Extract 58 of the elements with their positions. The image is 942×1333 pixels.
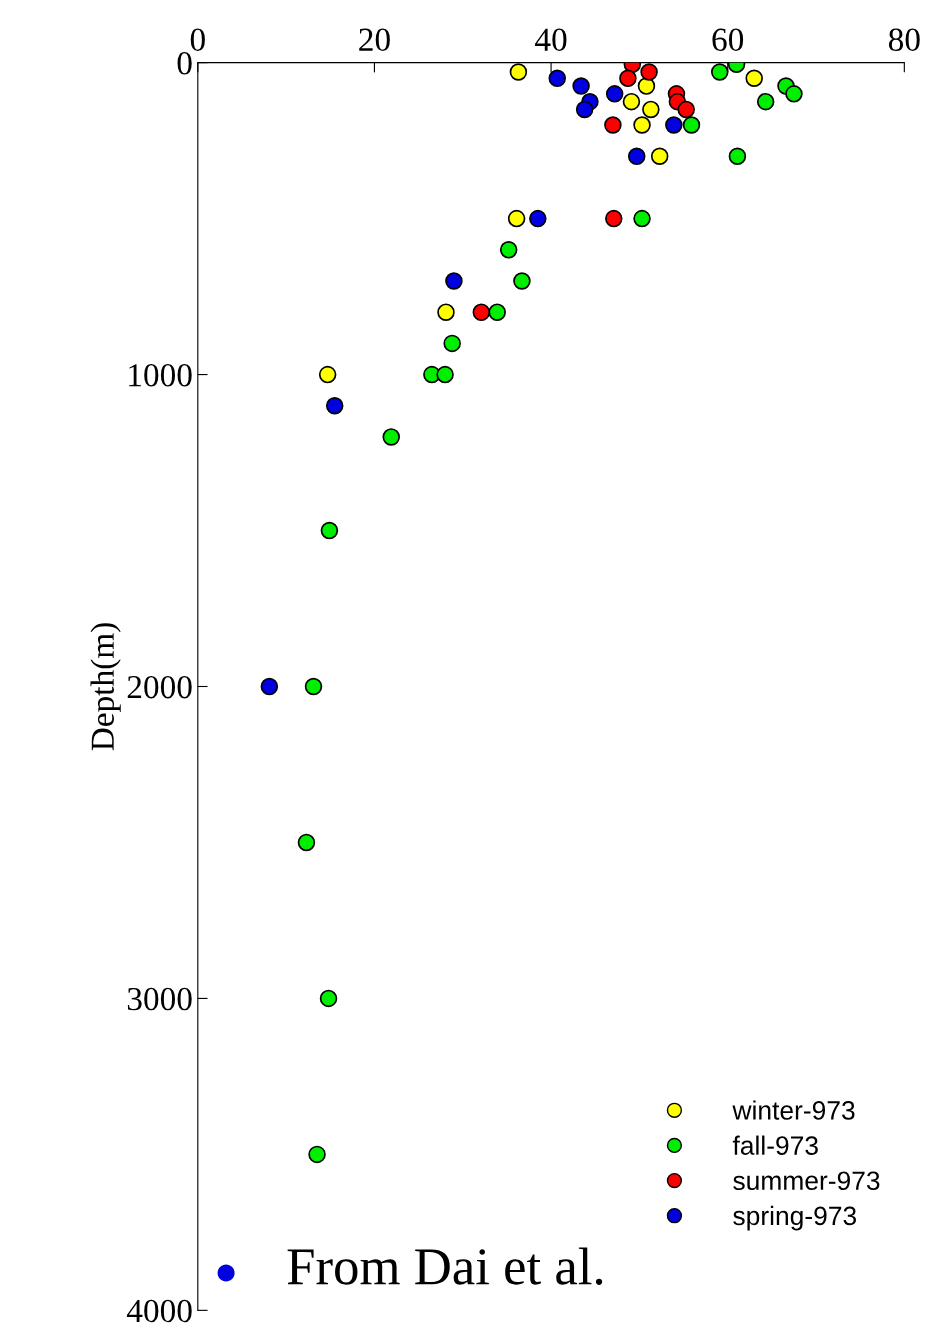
- point: [785, 85, 803, 103]
- point: [622, 92, 641, 111]
- point: [308, 1145, 326, 1164]
- point: [619, 69, 637, 87]
- point: [637, 77, 656, 95]
- point: [260, 677, 279, 696]
- point: [445, 272, 463, 290]
- y-axis-title: Depth(m): [90, 623, 121, 751]
- point: [443, 334, 461, 353]
- point: [640, 63, 658, 81]
- point: [319, 989, 338, 1008]
- point: [507, 209, 526, 228]
- point: [605, 85, 624, 103]
- point: [509, 63, 528, 81]
- legend-label: spring-973: [733, 1205, 856, 1231]
- point: [710, 63, 729, 81]
- point: [650, 147, 669, 165]
- point: [677, 100, 695, 119]
- point: [642, 100, 660, 119]
- y-tick-label: 3000: [127, 987, 192, 1011]
- y-tick-label: 1000: [129, 363, 192, 387]
- point: [745, 69, 763, 87]
- point: [633, 116, 651, 134]
- point: [728, 147, 747, 165]
- point: [572, 77, 590, 95]
- point: [436, 365, 454, 384]
- legend-label: summer-973: [733, 1171, 880, 1191]
- legend-label: fall-973: [732, 1135, 818, 1155]
- point: [318, 365, 337, 384]
- point: [605, 209, 623, 228]
- point: [488, 303, 506, 321]
- point: [665, 116, 683, 134]
- point: [627, 147, 646, 165]
- point: [575, 100, 594, 119]
- x-tick-label: 40: [535, 28, 567, 52]
- x-tick-label: 60: [712, 28, 744, 52]
- point: [304, 677, 323, 696]
- point: [682, 116, 701, 134]
- point: [548, 69, 567, 87]
- y-tick-label: 0: [177, 52, 192, 75]
- point: [756, 92, 775, 111]
- y-tick-label: 4000: [126, 1299, 192, 1323]
- x-tick-label: 80: [888, 28, 920, 52]
- annotation: From Dai et al.: [287, 1247, 603, 1285]
- point: [320, 521, 339, 540]
- point: [633, 209, 651, 228]
- point: [382, 428, 400, 446]
- point: [529, 209, 547, 228]
- point: [297, 833, 316, 852]
- point: [513, 272, 531, 290]
- y-tick-label: 2000: [127, 675, 192, 699]
- point: [437, 303, 455, 321]
- point: [472, 303, 491, 321]
- point: [604, 116, 622, 134]
- legend-label: winter-973: [732, 1100, 855, 1120]
- point: [499, 241, 518, 259]
- point: [325, 397, 344, 415]
- x-tick-label: 20: [359, 28, 390, 52]
